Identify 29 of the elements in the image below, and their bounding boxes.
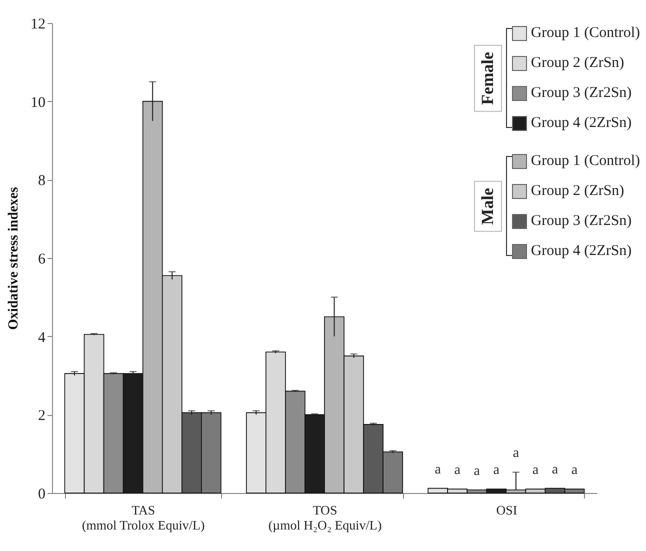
y-tick-label: 2 bbox=[38, 408, 46, 424]
annotation: Female bbox=[474, 44, 502, 112]
legend-label: Group 1 (Control) bbox=[530, 24, 640, 42]
y-tick-label: 8 bbox=[38, 173, 46, 190]
legend-label: Group 4 (2ZrSn) bbox=[530, 242, 632, 260]
annotation: a bbox=[454, 463, 462, 478]
y-tick-label: 10 bbox=[30, 94, 46, 111]
annotation: a bbox=[474, 464, 481, 479]
x-tick-label: TAS (mmol Trolox Equiv/L) bbox=[82, 502, 205, 532]
y-axis-title: Oxidative stress indexes bbox=[6, 186, 22, 330]
legend-label: Group 2 (ZrSn) bbox=[530, 182, 624, 200]
legend-label: Group 1 (Control) bbox=[530, 152, 640, 170]
y-tick-label: 6 bbox=[38, 252, 46, 268]
y-tick-label: 12 bbox=[30, 16, 46, 32]
legend-label: Group 2 (ZrSn) bbox=[530, 54, 624, 72]
x-tick-label: OSI bbox=[496, 502, 518, 518]
legend-label: Group 3 (Zr2Sn) bbox=[530, 84, 632, 102]
y-tick-label: 4 bbox=[38, 330, 46, 346]
annotation: a bbox=[512, 446, 520, 462]
x-tick-label: TOS (µmol H₂O₂ Equiv/L) bbox=[268, 502, 382, 532]
y-tick-label: 0 bbox=[38, 486, 46, 502]
legend-label: Group 3 (Zr2Sn) bbox=[530, 212, 632, 230]
annotation: a bbox=[571, 463, 578, 478]
annotation: a bbox=[532, 463, 540, 478]
legend-label: Group 4 (2ZrSn) bbox=[530, 114, 632, 132]
annotation: Male bbox=[474, 180, 502, 232]
annotation: a bbox=[552, 462, 559, 478]
annotation: a bbox=[434, 462, 442, 478]
annotation: a bbox=[493, 463, 500, 478]
